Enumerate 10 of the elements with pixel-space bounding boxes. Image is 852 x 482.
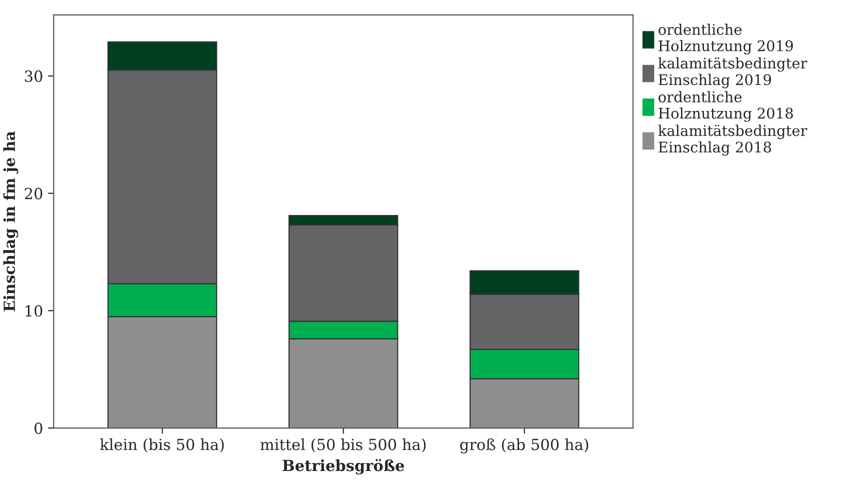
y-tick-label: 0 <box>34 422 42 434</box>
y-tick-label: 20 <box>24 188 42 200</box>
x-tick-label: klein (bis 50 ha) <box>100 438 224 452</box>
legend-label: kalamitätsbedingter Einschlag 2018 <box>658 124 808 156</box>
y-tick-label: 10 <box>26 305 42 317</box>
y-axis-title: Einschlag in fm je ha <box>3 131 18 312</box>
y-tick-label: 30 <box>24 70 42 82</box>
x-tick-label: groß (ab 500 ha) <box>460 438 588 454</box>
x-axis-title: Betriebsgröße <box>282 458 404 474</box>
x-tick-label: mittel (50 bis 500 ha) <box>260 438 426 452</box>
